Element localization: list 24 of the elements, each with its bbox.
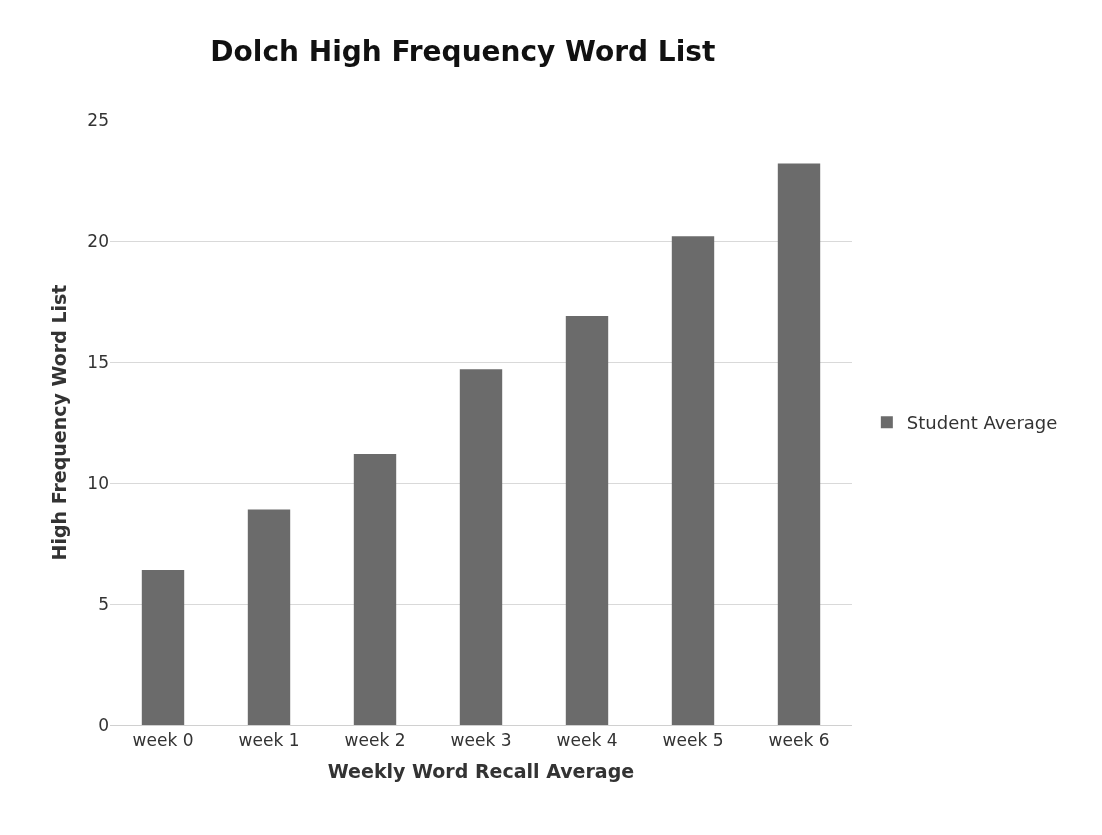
- chart-title: Dolch High Frequency Word List: [210, 35, 716, 69]
- y-axis-title: High Frequency Word List: [48, 284, 71, 561]
- x-axis-title: Weekly Word Recall Average: [327, 760, 635, 783]
- y-tick-label: 10: [87, 472, 109, 493]
- y-tick-label: 5: [98, 593, 109, 614]
- bar: [671, 236, 715, 725]
- bar: [459, 369, 503, 725]
- y-tick-label: 0: [98, 714, 109, 735]
- x-tick-label: week 5: [662, 730, 724, 751]
- x-tick-label: week 1: [238, 730, 300, 751]
- x-tick-label: week 3: [450, 730, 512, 751]
- x-tick-label: week 6: [768, 730, 830, 751]
- y-tick-label: 25: [87, 109, 109, 130]
- bar: [141, 570, 185, 725]
- y-tick-label: 15: [87, 351, 109, 372]
- x-tick-label: week 4: [556, 730, 618, 751]
- bar: [247, 509, 291, 725]
- y-tick-label: 20: [87, 230, 109, 251]
- bar: [777, 163, 821, 725]
- bar: [353, 453, 397, 725]
- bar: [565, 316, 609, 725]
- x-tick-label: week 2: [344, 730, 406, 751]
- legend-label: Student Average: [906, 412, 1058, 434]
- x-tick-label: week 0: [132, 730, 194, 751]
